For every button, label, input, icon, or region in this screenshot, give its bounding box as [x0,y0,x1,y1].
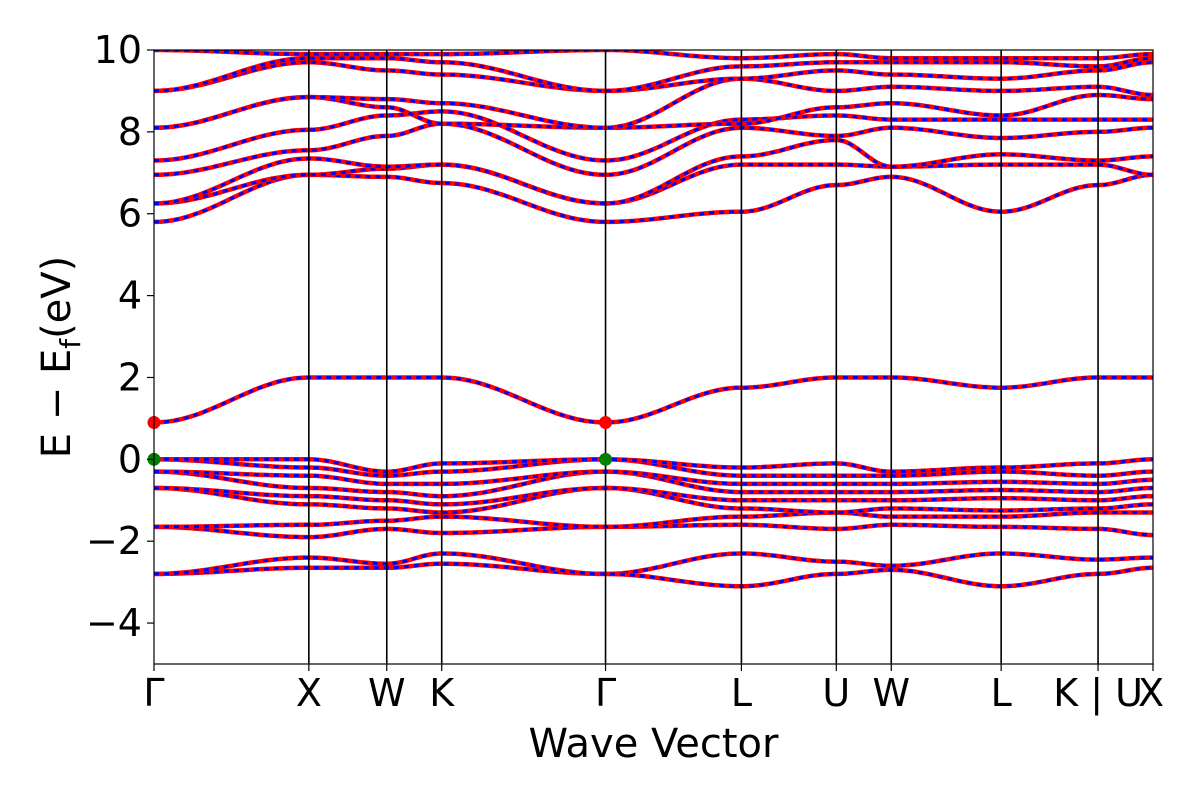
x-tick-label: L [991,671,1012,715]
x-tick-label: Γ [595,671,616,715]
x-axis-label: Wave Vector [529,721,780,767]
band-c1 [154,375,1153,425]
band-spin-down-line [154,486,1153,506]
band-spin-down-line [154,523,1153,539]
band-spin-down-line [154,109,1153,163]
x-tick-label: K [429,671,455,715]
bands-layer [154,50,1153,589]
y-tick-label: 10 [94,28,142,72]
y-tick-label: 2 [118,355,142,399]
x-tick-label: X [296,671,322,715]
cbm-marker [599,415,613,429]
y-tick-label: 0 [118,437,142,481]
y-tick-label: 4 [118,274,142,318]
band-spin-up-line [154,172,1153,225]
band-spin-down-line [154,376,1153,425]
band-spin-up-line [154,92,1153,131]
band-spin-up-line [154,375,1153,425]
y-axis-label: E − Ef(eV) [34,256,87,459]
band-spin-up-line [154,162,1153,206]
y-tick-label: −4 [86,601,142,645]
band-spin-down-line [154,50,1153,60]
y-axis-label-subscript: f [54,338,87,349]
band-spin-down-line [154,163,1153,206]
band-spin-down-line [154,173,1153,224]
band-spin-down-line [154,93,1153,130]
band-spin-down-line [154,510,1153,529]
x-tick-label: X [1138,671,1164,715]
x-tick-label: W [872,671,910,715]
x-tick-label: U [822,671,850,715]
y-axis-label-main: E − E [34,349,80,459]
vbm-marker [599,452,613,466]
x-tick-label: W [368,671,406,715]
band-c7 [154,92,1153,131]
y-axis-ticks: −4 −2 0 2 4 6 8 10 [86,28,154,645]
y-tick-label: 8 [118,110,142,154]
band-c3 [154,162,1153,206]
band-spin-down-line [154,457,1153,474]
band-c2 [154,172,1153,225]
plot-frame [153,49,1154,665]
band-spin-down-line [154,470,1153,486]
y-axis-label-unit: (eV) [34,256,80,339]
x-tick-label: L [731,671,752,715]
x-tick-label: Γ [143,671,164,715]
x-tick-label: K | U [1053,671,1143,716]
band-c9 [154,60,1153,94]
band-spin-down-line [154,56,1153,93]
y-tick-label: 6 [118,192,142,236]
y-tick-label: −2 [86,519,142,563]
kpoint-divider-lines [308,50,1099,664]
